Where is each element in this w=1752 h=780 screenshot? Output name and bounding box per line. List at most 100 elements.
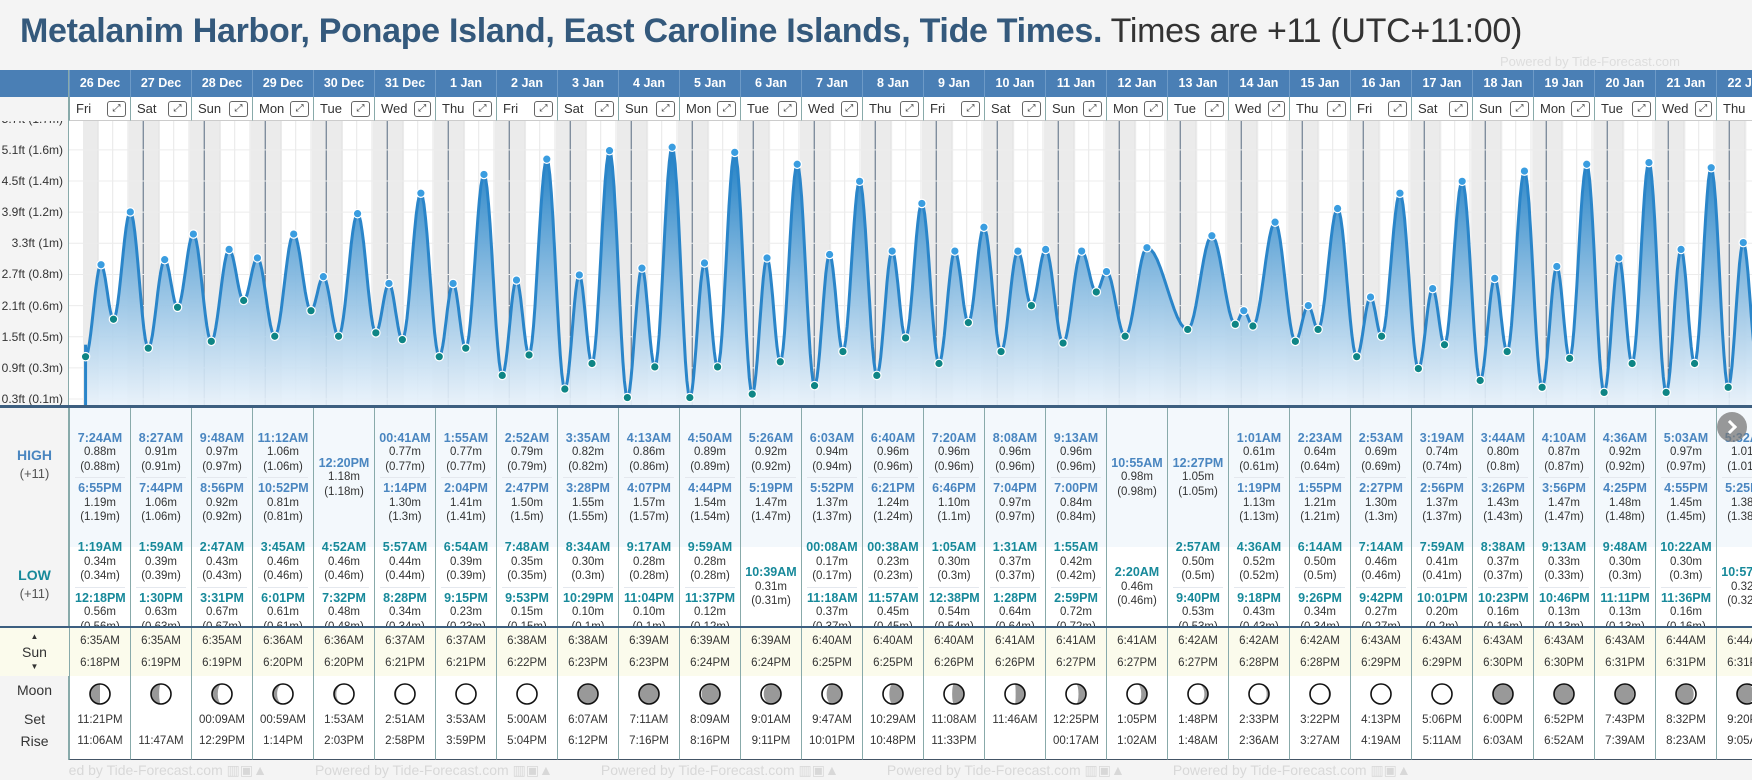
sunset-time: 6:24PM [690,657,730,669]
weekday-header: Thu ⤢ [862,97,923,121]
tide-entry: 2:27PM 1.30m (1.3m) [1356,477,1406,528]
tide-entry: 1:01AM 0.61m (0.61m) [1229,428,1289,478]
expand-icon[interactable]: ⤢ [290,100,309,117]
night-shade [494,121,510,407]
tide-height-alt: (0.87m) [1544,460,1584,473]
expand-icon[interactable]: ⤢ [961,100,980,117]
expand-icon[interactable]: ⤢ [107,100,126,117]
expand-icon[interactable]: ⤢ [1694,100,1712,117]
tide-height-alt: (0.5m) [1181,570,1215,582]
expand-icon[interactable]: ⤢ [656,100,675,117]
expand-icon[interactable]: ⤢ [1571,100,1590,117]
tide-height: 0.30m [1670,555,1702,568]
expand-icon[interactable]: ⤢ [1327,100,1346,117]
expand-icon[interactable]: ⤢ [473,100,492,117]
expand-icon[interactable]: ⤢ [778,100,797,117]
tide-height: 1.24m [877,496,909,509]
weekday-label: Tue [1174,101,1196,116]
tide-height-alt: (0.94m) [812,460,852,473]
tide-height-alt: (0.69m) [1361,460,1401,473]
tide-height: 0.46m [328,555,360,568]
date-header: 26 Dec [69,70,130,97]
tide-height: 0.45m [877,606,909,618]
expand-icon[interactable]: ⤢ [1267,100,1285,117]
low-tide-point [622,392,633,403]
expand-icon[interactable]: ⤢ [351,100,370,117]
tide-time: 3:44AM [1480,430,1526,445]
expand-icon[interactable]: ⤢ [1205,100,1224,117]
y-tick-label: 1.5ft (0.5m) [1,329,63,344]
expand-icon[interactable]: ⤢ [1632,100,1651,117]
tide-time: 4:44PM [688,481,732,495]
weekday-header: Tue ⤢ [313,97,374,121]
high-tide-cell: 7:24AM 0.88m (0.88m) 6:55PM 1.19m (1.19m) [69,408,130,547]
expand-icon[interactable]: ⤢ [1144,100,1163,117]
tide-height: 0.56m [84,606,116,618]
moonset-time [131,710,191,731]
expand-icon[interactable]: ⤢ [717,100,736,117]
next-arrow-button[interactable] [1717,412,1747,442]
tide-chart [69,121,1752,407]
high-tide-cell: 5:03AM 0.97m (0.97m) 4:55PM 1.45m (1.45m) [1655,408,1716,547]
y-tick-label: 0.9ft (0.3m) [1,360,63,375]
tide-height-alt: (0.3m) [1608,570,1642,582]
tide-time: 9:13AM [1053,430,1099,445]
tide-entry: 4:55PM 1.45m (1.45m) [1661,477,1711,528]
moonrise-time: 2:58PM [385,735,425,747]
expand-icon[interactable]: ⤢ [1388,100,1407,117]
sunrise-time: 6:40AM [812,635,852,647]
high-tide-point [637,263,647,273]
tide-time: 11:57AM [868,590,919,605]
tide-height: 1.37m [816,496,848,509]
tide-time: 00:08AM [806,540,858,554]
tide-entry: 3:26PM 1.43m (1.43m) [1478,477,1528,528]
weekday-label: Wed [1235,101,1262,116]
tide-height-alt: (1.06m) [141,511,181,523]
moonrise-time: 4:19AM [1361,735,1401,747]
tide-height-alt: (0.46m) [1361,570,1401,582]
expand-icon[interactable]: ⤢ [413,100,431,117]
sunset-time: 6:18PM [80,657,120,669]
tide-time: 6:40AM [870,430,916,445]
low-tide-point [1058,338,1068,348]
moon-phase-icon [516,683,538,705]
low-tide-point [1475,375,1485,386]
tide-height-alt: (0.43m) [202,570,242,582]
sunrise-time: 6:35AM [141,635,181,647]
high-tide-point [541,154,552,164]
weekday-header: Wed ⤢ [801,97,862,121]
expand-icon[interactable]: ⤢ [1022,100,1041,117]
date-header: 8 Jan [862,70,923,97]
weekday-label: Fri [503,101,519,116]
weekday-header: Fri ⤢ [69,97,130,121]
tide-time: 11:36PM [1661,590,1712,605]
expand-icon[interactable]: ⤢ [840,100,858,117]
expand-icon[interactable]: ⤢ [534,100,553,117]
expand-icon[interactable]: ⤢ [900,100,919,117]
tide-height-alt: (1.13m) [1239,511,1279,523]
tide-time: 2:56PM [1420,481,1464,495]
tide-entry: 2:47PM 1.50m (1.5m) [502,477,552,528]
weekday-label: Sat [991,101,1011,116]
expand-icon[interactable]: ⤢ [229,100,248,117]
expand-icon[interactable]: ⤢ [1449,100,1468,117]
tide-entry: 9:13AM 0.96m (0.96m) [1046,428,1106,478]
expand-icon[interactable]: ⤢ [168,100,187,117]
moonrise-time: 1:48AM [1178,735,1218,747]
sunrise-time: 6:44AM [1727,635,1752,647]
moon-phase-icon [699,683,721,705]
moonset-time: 11:46AM [992,714,1038,726]
sunset-time: 6:27PM [1178,657,1218,669]
high-tide-cell: 10:55AM 0.98m (0.98m) [1106,408,1167,547]
expand-icon[interactable]: ⤢ [1083,100,1102,117]
sunrise-time: 6:39AM [629,635,669,647]
tide-height: 0.96m [938,446,970,458]
weekday-header: Fri ⤢ [1350,97,1411,121]
expand-icon[interactable]: ⤢ [595,100,614,117]
tide-time: 9:17AM [626,540,672,554]
moon-phase-icon [150,683,172,705]
tide-height: 0.30m [572,555,604,568]
expand-icon[interactable]: ⤢ [1510,100,1529,117]
